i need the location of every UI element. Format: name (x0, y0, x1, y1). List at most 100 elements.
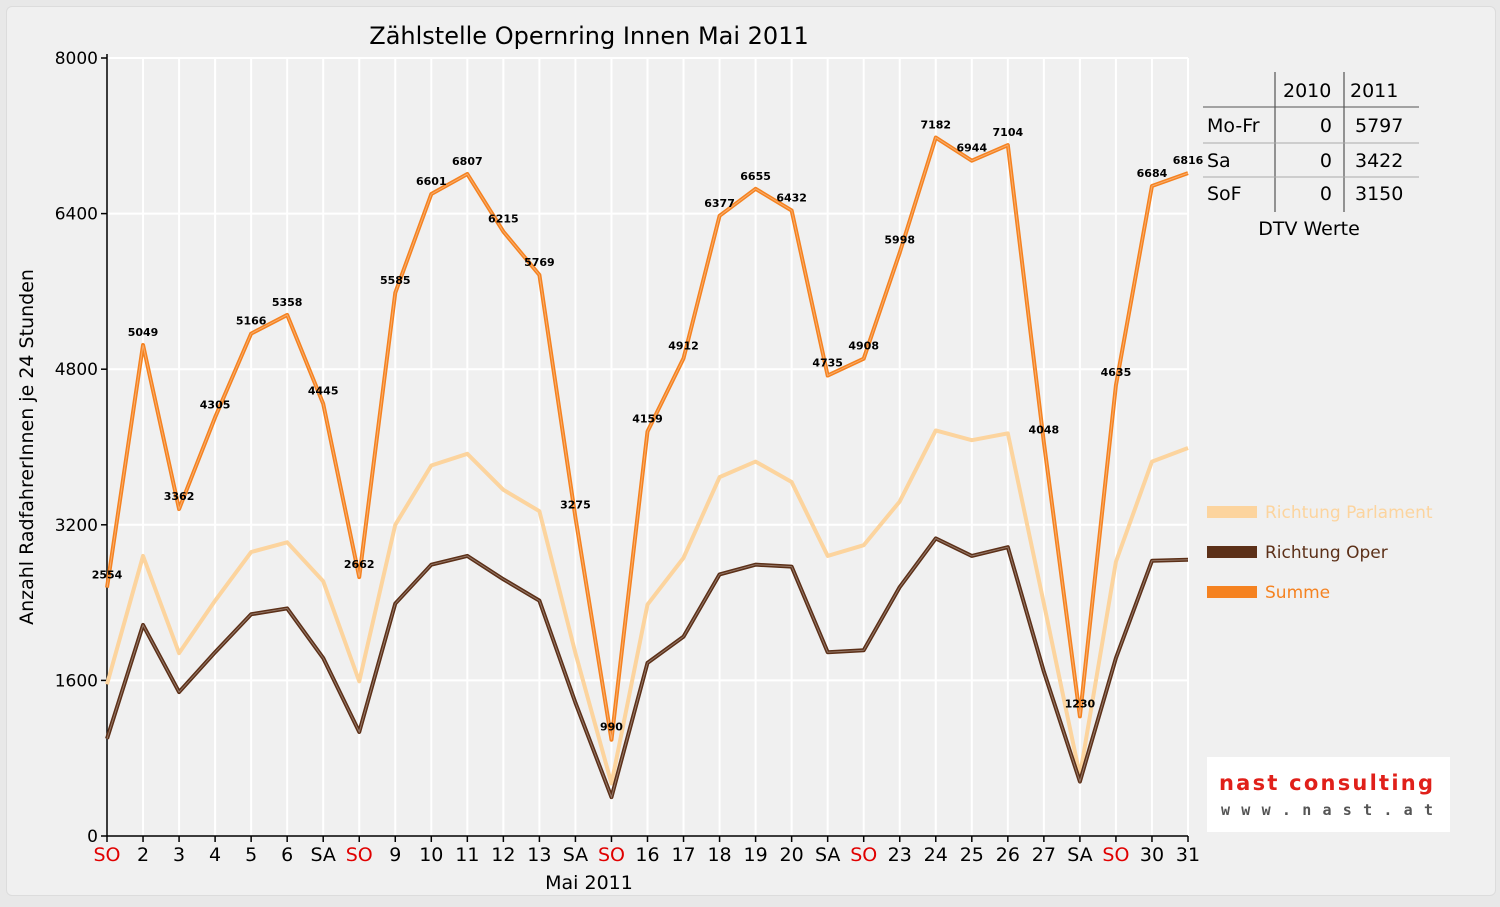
grid-lines (107, 57, 1189, 836)
data-label: 4159 (632, 413, 663, 426)
data-label: 6215 (488, 213, 519, 226)
x-tick-label: 18 (707, 844, 731, 866)
dtv-row-label: Sa (1207, 150, 1231, 172)
dtv-header-2010: 2010 (1283, 80, 1331, 102)
data-label: 4635 (1101, 366, 1132, 379)
y-tick-label: 8000 (55, 49, 98, 69)
y-axis-label: Anzahl RadfahrerInnen je 24 Stunden (16, 269, 38, 625)
legend-swatch (1207, 546, 1257, 558)
dtv-row-2011: 3150 (1355, 183, 1403, 205)
dtv-row-label: SoF (1207, 183, 1242, 205)
data-label: 2554 (92, 569, 123, 582)
x-tick-label: 3 (173, 844, 185, 866)
x-tick-label: 19 (744, 844, 768, 866)
data-label: 4735 (812, 357, 843, 370)
dtv-caption: DTV Werte (1258, 218, 1360, 240)
legend: Richtung Parlament Richtung Oper Summe (1207, 503, 1433, 603)
x-tick-label: SO (598, 844, 625, 866)
legend-label: Richtung Parlament (1265, 503, 1433, 523)
logo-brand: nast consulting (1219, 771, 1433, 795)
data-label: 3362 (164, 490, 195, 503)
dtv-row-2010: 0 (1320, 183, 1332, 205)
data-label: 7182 (920, 119, 951, 132)
x-tick-label: 5 (245, 844, 257, 866)
data-label: 5166 (236, 315, 267, 328)
data-label: 4912 (668, 339, 699, 352)
data-label: 2662 (344, 558, 375, 571)
series-highlight-richtung-oper (106, 537, 1189, 799)
x-tick-label: 30 (1140, 844, 1164, 866)
x-tick-label: SO (1102, 844, 1129, 866)
x-tick-label: 23 (888, 844, 912, 866)
x-tick-label: 4 (209, 844, 221, 866)
data-label: 6601 (416, 175, 447, 188)
x-tick-label: SA (563, 844, 588, 866)
x-tick-label: SA (310, 844, 335, 866)
y-tick-label: 1600 (55, 671, 98, 691)
x-tick-label: SO (93, 844, 120, 866)
data-label: 6816 (1173, 154, 1204, 167)
x-tick-label: SO (850, 844, 877, 866)
series-lines (105, 135, 1189, 800)
data-label: 6807 (452, 155, 483, 168)
dtv-row-2010: 0 (1320, 115, 1332, 137)
series-line-richtung-parlament (105, 428, 1189, 786)
data-label: 6432 (776, 191, 807, 204)
x-tick-label: 13 (527, 844, 551, 866)
x-tick-label: 16 (635, 844, 659, 866)
nast-consulting-logo: nast consulting w w w . n a s t . a t (1207, 757, 1450, 832)
dtv-row-label: Mo-Fr (1207, 115, 1260, 137)
dtv-table: 2010 2011 Mo-Fr 0 5797 Sa 0 3422 SoF 0 3… (1203, 72, 1419, 240)
y-tick-label: 4800 (55, 360, 98, 380)
chart-frame: Zählstelle Opernring Innen Mai 2011 0 160… (6, 6, 1496, 896)
data-labels: 2554 5049 3362 4305 5166 5358 4445 2662 5585 6601… (92, 119, 1204, 734)
y-tick-label: 0 (87, 827, 98, 847)
x-tick-label: SA (815, 844, 840, 866)
dtv-table-rules (1203, 72, 1419, 212)
logo-background (1207, 757, 1450, 832)
legend-label: Richtung Oper (1265, 543, 1388, 563)
x-tick-labels: SO 2 3 4 5 6 SA SO 9 10 11 12 13 SA SO 16 17 18 19 20 SA SO 23… (93, 844, 1200, 866)
data-label: 4048 (1029, 423, 1060, 436)
x-tick-label: 26 (996, 844, 1020, 866)
data-label: 7104 (993, 126, 1024, 139)
legend-swatch (1207, 506, 1257, 518)
data-label: 5585 (380, 274, 411, 287)
data-label: 5358 (272, 296, 303, 309)
x-tick-label: 9 (389, 844, 401, 866)
data-label: 6684 (1137, 167, 1168, 180)
x-tick-label: 20 (780, 844, 804, 866)
data-label: 4908 (848, 340, 879, 353)
data-label: 5769 (524, 256, 555, 269)
x-tick-label: 12 (491, 844, 515, 866)
logo-url: w w w . n a s t . a t (1221, 801, 1433, 819)
x-tick-label: SO (346, 844, 373, 866)
x-tick-label: 27 (1032, 844, 1056, 866)
y-tick-label: 6400 (55, 205, 98, 225)
data-label: 4445 (308, 385, 339, 398)
series-highlight-summe (106, 136, 1189, 740)
x-tick-label: 25 (960, 844, 984, 866)
dtv-row-2010: 0 (1320, 150, 1332, 172)
chart-canvas: Zählstelle Opernring Innen Mai 2011 0160… (16, 22, 1450, 894)
data-label: 5998 (884, 234, 915, 247)
x-tick-label: 10 (419, 844, 443, 866)
data-label: 6655 (740, 170, 771, 183)
x-tick-label: SA (1067, 844, 1092, 866)
dtv-row-2011: 5797 (1355, 115, 1403, 137)
series-line-summe (105, 135, 1189, 742)
chart-title: Zählstelle Opernring Innen Mai 2011 (369, 22, 809, 50)
axes (101, 54, 1189, 842)
series-line-richtung-oper (105, 536, 1189, 800)
data-label: 4305 (200, 398, 231, 411)
x-axis-label: Mai 2011 (545, 872, 633, 894)
data-label: 1230 (1065, 697, 1096, 710)
data-label: 5049 (128, 326, 159, 339)
legend-label: Summe (1265, 583, 1330, 603)
data-label: 6377 (704, 197, 735, 210)
x-tick-label: 31 (1176, 844, 1200, 866)
data-label: 990 (600, 721, 623, 734)
data-label: 3275 (560, 499, 591, 512)
x-tick-label: 17 (671, 844, 695, 866)
y-tick-label: 3200 (55, 516, 98, 536)
